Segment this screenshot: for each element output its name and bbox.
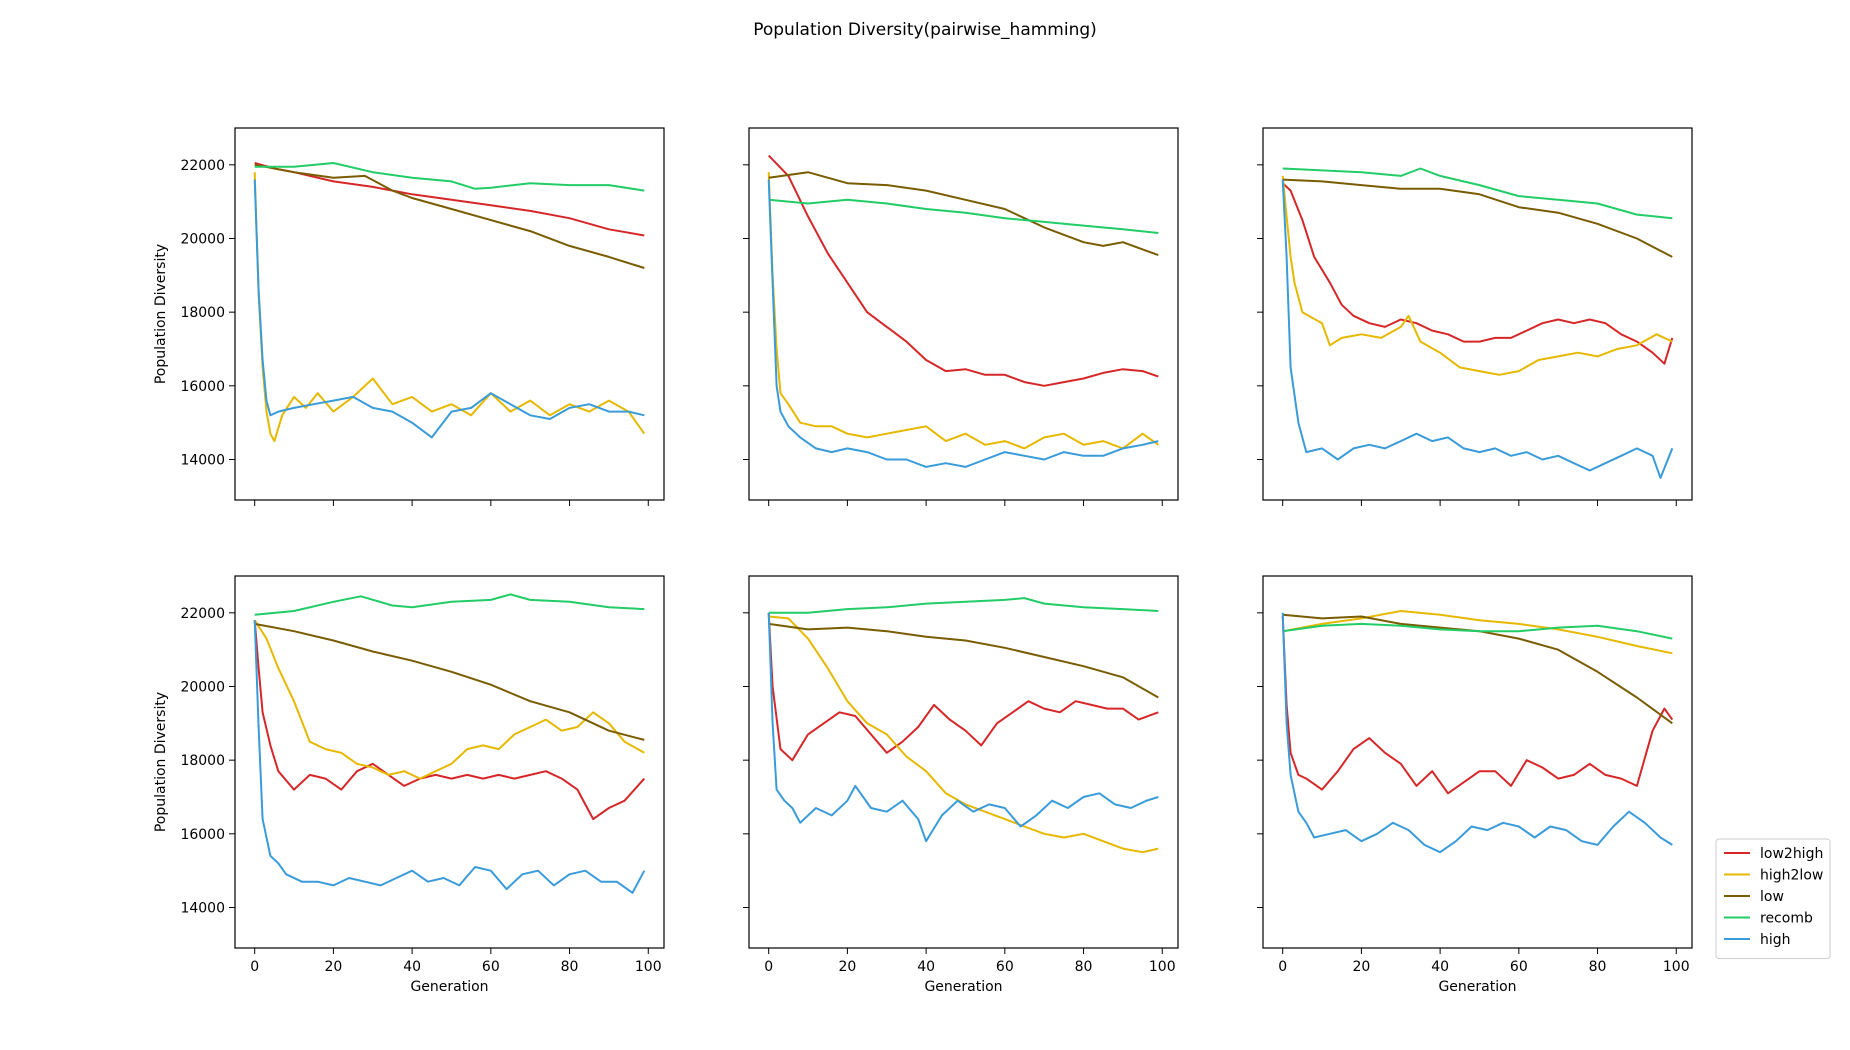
series-line-high — [253, 620, 646, 894]
series-line-high — [1281, 612, 1673, 854]
y-tick-label: 22000 — [180, 606, 225, 622]
x-tick-label: 40 — [1431, 959, 1449, 975]
y-tick-label: 22000 — [180, 158, 225, 174]
series-line-high2low — [767, 172, 1159, 450]
series-line-recomb — [254, 593, 645, 616]
legend: low2high high2low low recomb high — [1715, 838, 1831, 959]
x-tick-label: 100 — [1663, 959, 1690, 975]
subplot-row1-col2 — [743, 127, 1179, 506]
series-line-high — [767, 179, 1159, 468]
series-line-high — [767, 612, 1159, 843]
series-line-low — [768, 622, 1159, 699]
y-tick-label: 20000 — [180, 679, 225, 695]
x-tick-label: 100 — [635, 959, 662, 975]
subplot-row2-col3: 0 20 40 60 80 100 Generation — [1257, 575, 1693, 995]
series-line-high — [253, 179, 645, 439]
series-line-low — [254, 163, 645, 269]
series-line-recomb — [768, 597, 1159, 614]
legend-label-low: low — [1760, 889, 1784, 905]
subplot-row2-col1: 0 20 40 60 80 100 14000 16000 18000 20000 22000 Gen… — [153, 575, 665, 995]
x-tick-label: 80 — [1589, 959, 1607, 975]
legend-label-high: high — [1760, 932, 1791, 948]
x-tick-label: 40 — [403, 959, 421, 975]
y-tick-label: 18000 — [180, 305, 225, 321]
x-axis-label: Generation — [1438, 979, 1516, 995]
subplot-row1-col3 — [1257, 127, 1693, 506]
legend-label-high2low: high2low — [1760, 868, 1823, 884]
series-line-low2high — [1282, 182, 1674, 365]
axes-frame — [748, 575, 1179, 949]
series-line-high — [1281, 179, 1674, 479]
y-axis-label: Population Diversity — [153, 244, 169, 384]
x-tick-label: 100 — [1149, 959, 1176, 975]
series-line-high2low — [253, 619, 645, 780]
x-tick-label: 40 — [917, 959, 935, 975]
x-tick-label: 80 — [1075, 959, 1093, 975]
series-line-recomb — [1282, 622, 1673, 640]
figure-title: Population Diversity(pairwise_hamming) — [753, 20, 1097, 40]
x-tick-label: 60 — [996, 959, 1014, 975]
axes-frame — [234, 575, 665, 949]
subplot-row2-col2: 0 20 40 60 80 100 Generation — [743, 575, 1179, 995]
axes-frame — [1262, 575, 1693, 949]
y-tick-label: 18000 — [180, 753, 225, 769]
series-line-high2low — [253, 172, 646, 443]
axes-frame — [234, 127, 665, 501]
series-line-low — [768, 171, 1159, 257]
series-line-low — [1282, 178, 1673, 258]
series-line-high2low — [768, 615, 1159, 854]
legend-label-recomb: recomb — [1760, 911, 1813, 927]
x-tick-label: 20 — [1352, 959, 1370, 975]
y-tick-label: 14000 — [180, 452, 225, 468]
x-tick-label: 20 — [324, 959, 342, 975]
y-tick-label: 14000 — [180, 900, 225, 916]
series-line-recomb — [254, 162, 645, 192]
y-tick-label: 16000 — [180, 827, 225, 843]
x-tick-label: 80 — [561, 959, 579, 975]
y-tick-label: 20000 — [180, 231, 225, 247]
series-line-low2high — [767, 154, 1159, 387]
series-line-recomb — [1282, 167, 1673, 220]
x-tick-label: 60 — [482, 959, 500, 975]
x-axis-label: Generation — [410, 979, 488, 995]
y-axis-label: Population Diversity — [153, 692, 169, 832]
x-tick-label: 20 — [838, 959, 856, 975]
subplot-row1-col1: 14000 16000 18000 20000 22000 Population Dive… — [153, 127, 665, 506]
legend-label-low2high: low2high — [1760, 846, 1823, 862]
series-line-low2high — [767, 612, 1159, 762]
series-line-low2high — [253, 620, 646, 821]
series-line-high2low — [1282, 610, 1673, 655]
x-tick-label: 0 — [764, 959, 773, 975]
series-line-low — [254, 622, 645, 741]
x-axis-label: Generation — [924, 979, 1002, 995]
y-tick-label: 16000 — [180, 379, 225, 395]
x-tick-label: 60 — [1510, 959, 1528, 975]
x-tick-label: 0 — [250, 959, 259, 975]
axes-frame — [1262, 127, 1693, 501]
axes-frame — [748, 127, 1179, 501]
series-line-high2low — [1281, 175, 1673, 376]
series-line-low2high — [1281, 616, 1674, 795]
x-tick-label: 0 — [1278, 959, 1287, 975]
legend-box — [1715, 838, 1831, 959]
series-line-recomb — [768, 198, 1159, 234]
